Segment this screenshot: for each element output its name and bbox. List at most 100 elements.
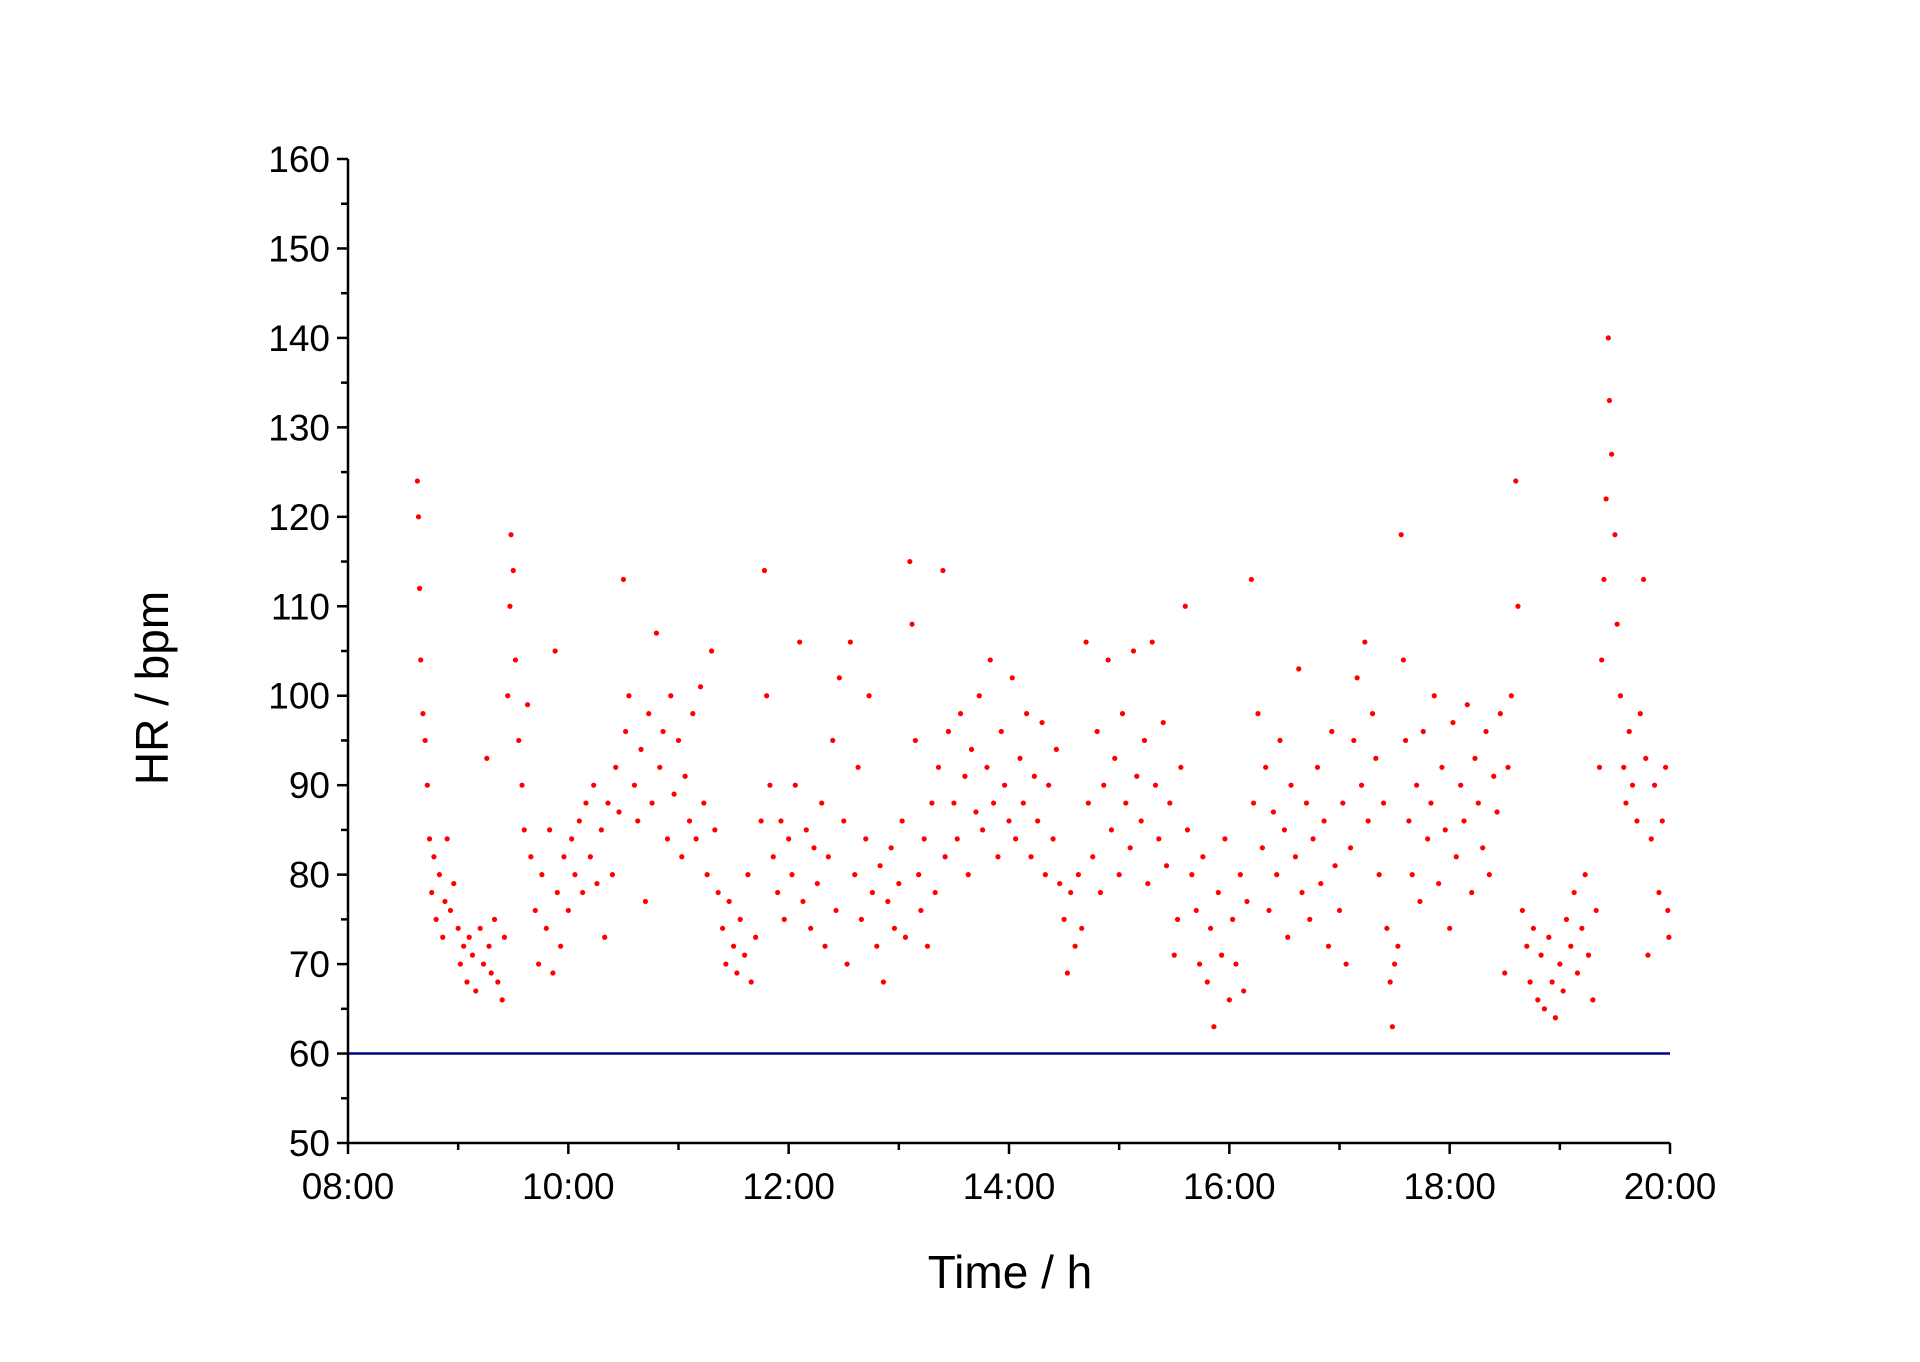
data-point [693, 836, 699, 842]
data-point [1391, 961, 1398, 967]
data-point [1035, 818, 1041, 824]
data-point [912, 737, 918, 744]
data-point [1439, 764, 1445, 770]
data-point [415, 514, 422, 520]
data-point [726, 898, 732, 905]
data-point [565, 907, 571, 914]
data-point [984, 764, 990, 770]
data-point [1127, 845, 1133, 851]
y-axis-title: HR / bpm [126, 591, 178, 785]
data-point [990, 800, 997, 806]
data-point [1163, 863, 1170, 869]
data-point [1665, 907, 1671, 914]
data-point [1557, 961, 1563, 967]
data-point [1549, 979, 1555, 985]
data-point [1380, 800, 1387, 806]
data-point [469, 952, 476, 958]
data-point [1222, 836, 1228, 842]
data-point [730, 943, 737, 949]
data-point [976, 693, 982, 699]
data-point [852, 872, 858, 878]
data-point [1152, 782, 1159, 788]
data-point [488, 970, 494, 976]
data-point [1178, 764, 1184, 770]
data-point [1211, 1024, 1217, 1030]
data-point [668, 693, 674, 699]
data-point [1645, 952, 1651, 958]
data-point [620, 576, 627, 583]
data-point [576, 818, 582, 824]
data-point [512, 657, 519, 663]
data-point [880, 979, 887, 985]
data-point [1420, 728, 1426, 735]
data-point [1332, 863, 1338, 869]
data-point [789, 872, 795, 878]
data-point [1585, 952, 1592, 958]
data-point [1219, 952, 1225, 958]
data-point [1108, 827, 1115, 833]
data-point [1189, 872, 1195, 878]
data-point [902, 934, 909, 940]
data-point [1491, 773, 1497, 779]
data-point [1425, 836, 1431, 842]
data-point [748, 979, 754, 985]
data-point [1303, 800, 1310, 806]
data-point [1226, 997, 1232, 1003]
data-point [1599, 657, 1605, 663]
x-tick-label: 12:00 [742, 1166, 835, 1207]
data-point [819, 800, 825, 806]
data-point [1288, 782, 1294, 788]
data-point [444, 836, 450, 842]
data-point [770, 854, 776, 860]
data-point [951, 800, 957, 806]
y-tick-label: 70 [289, 944, 330, 985]
data-point [1508, 693, 1514, 699]
data-point [844, 961, 850, 967]
data-point [1640, 576, 1647, 583]
data-point [1541, 1006, 1548, 1012]
data-point [1365, 818, 1371, 824]
data-point [587, 854, 593, 860]
data-point [1428, 800, 1434, 806]
data-point [1442, 827, 1448, 833]
data-point [1389, 1024, 1395, 1030]
data-point [1637, 711, 1643, 717]
data-point [1204, 979, 1210, 985]
data-point [440, 934, 446, 940]
data-point [1563, 916, 1570, 922]
data-point [1648, 836, 1654, 842]
data-point [1612, 532, 1618, 538]
data-point [558, 943, 564, 949]
data-point [1259, 845, 1265, 851]
data-point [554, 889, 560, 896]
data-point [1230, 916, 1236, 922]
data-point [1609, 451, 1615, 457]
data-point [1149, 639, 1155, 645]
data-point [814, 880, 820, 887]
y-tick-label: 50 [289, 1123, 330, 1164]
data-point [945, 728, 952, 735]
data-point [642, 898, 649, 905]
data-point [646, 711, 652, 717]
data-point [552, 648, 558, 654]
data-point [473, 988, 479, 994]
data-point [907, 558, 913, 565]
data-point [1244, 898, 1250, 905]
data-point [1299, 889, 1305, 896]
data-point [1614, 621, 1620, 627]
x-tick-label: 10:00 [522, 1166, 615, 1207]
data-point [461, 943, 467, 949]
data-point [535, 961, 542, 967]
data-point [1590, 997, 1596, 1003]
data-point [1061, 916, 1067, 922]
data-point [1472, 755, 1478, 761]
data-point [1215, 889, 1221, 896]
data-point [499, 997, 505, 1003]
data-point [1046, 782, 1052, 788]
data-point [1596, 764, 1603, 770]
data-point [477, 925, 483, 931]
data-point [811, 845, 817, 851]
data-point [1097, 889, 1104, 896]
data-point [1369, 711, 1376, 717]
data-point [742, 952, 748, 958]
